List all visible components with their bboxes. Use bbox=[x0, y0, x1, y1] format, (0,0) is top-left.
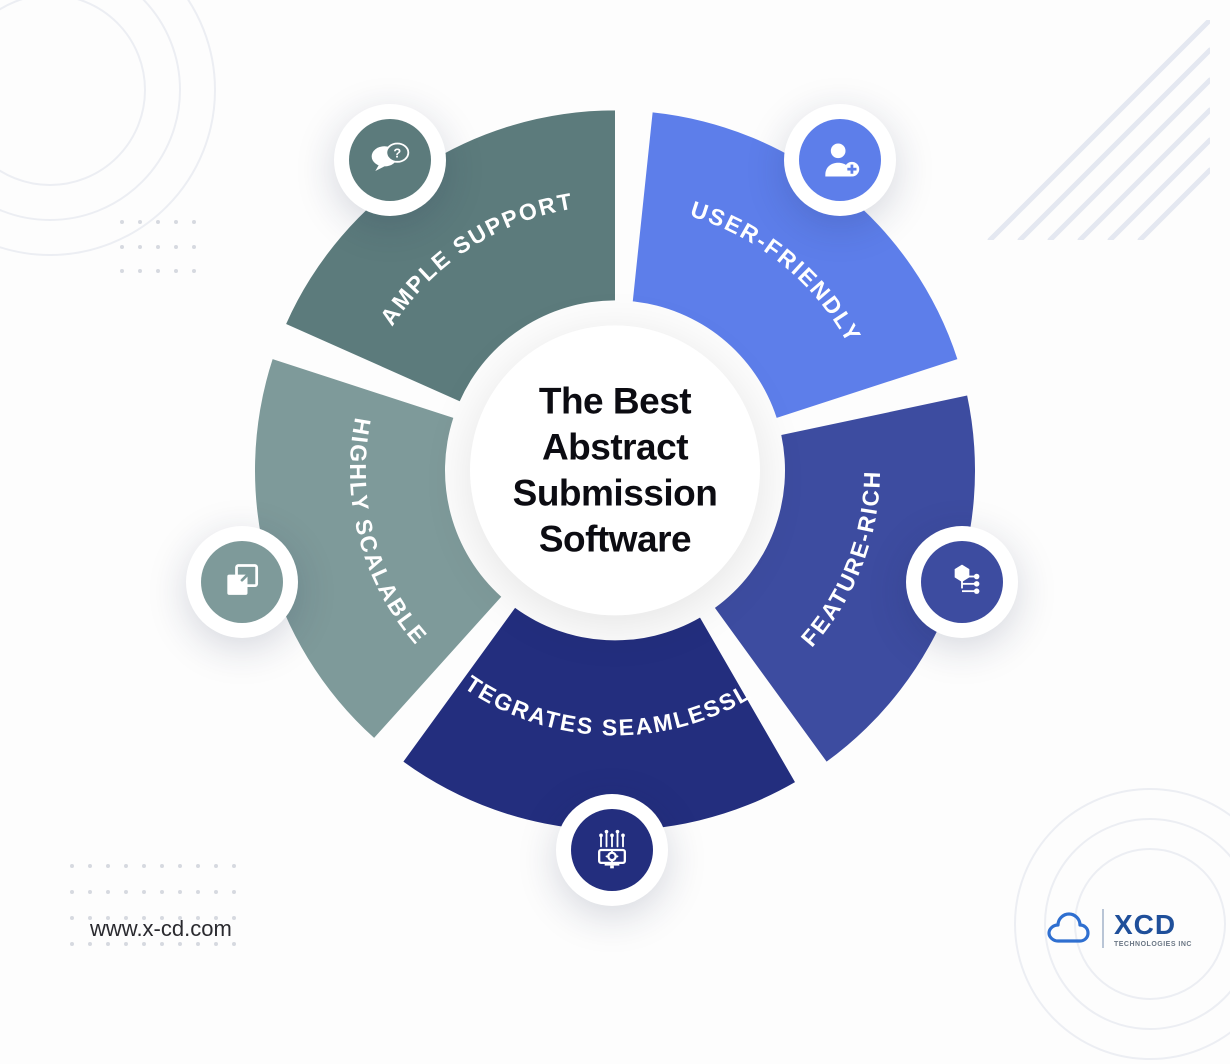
module-network-icon bbox=[921, 541, 1003, 623]
expand-arrows-icon bbox=[201, 541, 283, 623]
chat-question-icon: ? bbox=[349, 119, 431, 201]
cloud-icon bbox=[1044, 911, 1092, 947]
logo-brand-text: XCD bbox=[1114, 909, 1176, 940]
segmented-ring-chart: USER-FRIENDLYFEATURE-RICHINTEGRATES SEAM… bbox=[255, 110, 975, 830]
footer-url: www.x-cd.com bbox=[90, 916, 232, 942]
bg-diagonal-lines bbox=[950, 20, 1210, 240]
brand-logo: XCD TECHNOLOGIES INC bbox=[1044, 909, 1192, 948]
badge-user-friendly bbox=[784, 104, 896, 216]
svg-text:?: ? bbox=[393, 145, 401, 160]
automation-gear-icon bbox=[571, 809, 653, 891]
center-title-circle: The Best Abstract Submission Software bbox=[470, 325, 760, 615]
logo-subtitle: TECHNOLOGIES INC bbox=[1114, 941, 1192, 948]
bg-dots-mid-left bbox=[120, 220, 210, 280]
user-plus-icon bbox=[799, 119, 881, 201]
center-title: The Best Abstract Submission Software bbox=[500, 378, 730, 563]
badge-ample-support: ? bbox=[334, 104, 446, 216]
bg-circles-top-left bbox=[0, 0, 220, 260]
badge-integrates-seamlessly bbox=[556, 794, 668, 906]
badge-feature-rich bbox=[906, 526, 1018, 638]
badge-highly-scalable bbox=[186, 526, 298, 638]
